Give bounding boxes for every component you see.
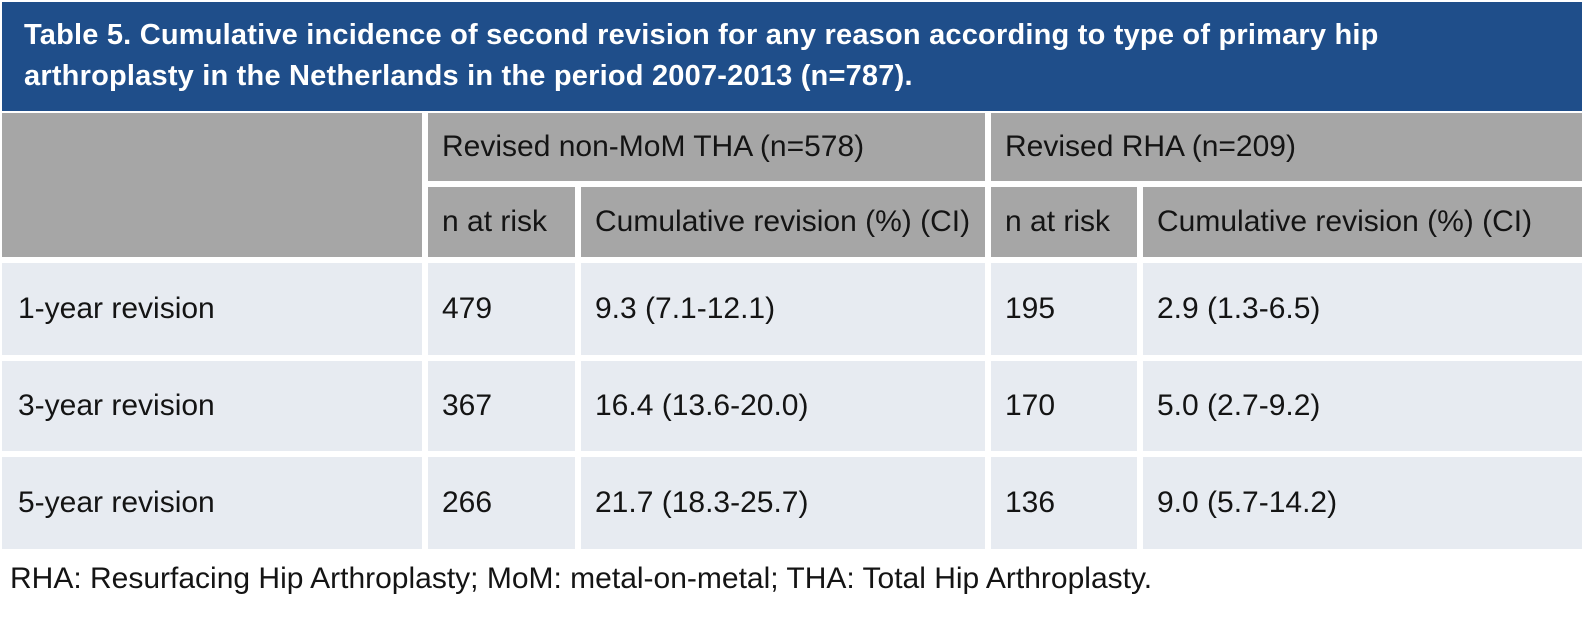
- table-footnote: RHA: Resurfacing Hip Arthroplasty; MoM: …: [10, 562, 1153, 595]
- data-table: Revised non-MoM THA (n=578) Revised RHA …: [2, 113, 1582, 549]
- group-header-tha: Revised non-MoM THA (n=578): [428, 113, 985, 181]
- cell-3-year-tha-cumulative: 16.4 (13.6-20.0): [581, 361, 985, 451]
- cell-3-year-rha-cumulative: 5.0 (2.7-9.2): [1143, 361, 1582, 451]
- cell-1-year-rha-cumulative: 2.9 (1.3-6.5): [1143, 263, 1582, 355]
- cell-5-year-rha-cumulative: 9.0 (5.7-14.2): [1143, 457, 1582, 549]
- corner-blank-cell: [2, 113, 422, 257]
- column-header-rha-cumulative-revision: Cumulative revision (%) (CI): [1143, 187, 1582, 257]
- cell-5-year-rha-n-at-risk: 136: [991, 457, 1137, 549]
- row-label-3-year: 3-year revision: [2, 361, 422, 451]
- cell-3-year-rha-n-at-risk: 170: [991, 361, 1137, 451]
- cell-1-year-tha-cumulative: 9.3 (7.1-12.1): [581, 263, 985, 355]
- table-caption-bar: Table 5. Cumulative incidence of second …: [2, 2, 1582, 111]
- cell-5-year-tha-cumulative: 21.7 (18.3-25.7): [581, 457, 985, 549]
- group-header-rha: Revised RHA (n=209): [991, 113, 1582, 181]
- table-caption-line-1: Table 5. Cumulative incidence of second …: [24, 19, 1379, 51]
- column-header-tha-cumulative-revision: Cumulative revision (%) (CI): [581, 187, 985, 257]
- column-header-rha-n-at-risk: n at risk: [991, 187, 1137, 257]
- cell-3-year-tha-n-at-risk: 367: [428, 361, 575, 451]
- row-label-1-year: 1-year revision: [2, 263, 422, 355]
- row-label-5-year: 5-year revision: [2, 457, 422, 549]
- cell-5-year-tha-n-at-risk: 266: [428, 457, 575, 549]
- cell-1-year-rha-n-at-risk: 195: [991, 263, 1137, 355]
- table-caption-line-2: arthroplasty in the Netherlands in the p…: [24, 60, 913, 92]
- column-header-tha-n-at-risk: n at risk: [428, 187, 575, 257]
- cell-1-year-tha-n-at-risk: 479: [428, 263, 575, 355]
